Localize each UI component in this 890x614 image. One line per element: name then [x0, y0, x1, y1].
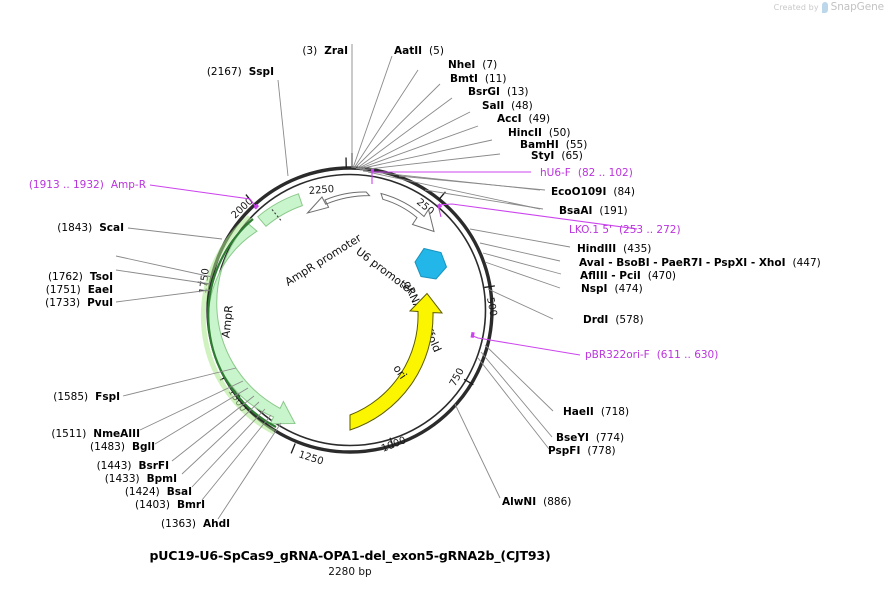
- enzyme-label-pspfi[interactable]: PspFI (778): [548, 445, 616, 457]
- enzyme-label-nhei[interactable]: NheI (7): [448, 59, 498, 71]
- feature-ampr: AmpR: [207, 222, 296, 425]
- enzyme-label-bmti[interactable]: BmtI (11): [450, 73, 507, 85]
- leader-lines-left: [115, 79, 289, 520]
- leader-ampr-primer: [149, 184, 257, 208]
- enzyme-label-afliii-group[interactable]: AflIII - PciI (470): [580, 270, 676, 282]
- enzyme-label-bsaai[interactable]: BsaAI (191): [559, 205, 628, 217]
- feature-label-hu6-f[interactable]: hU6-F (82 .. 102): [540, 167, 633, 179]
- leader-hu6f: [371, 171, 531, 184]
- enzyme-label-hincii[interactable]: HincII (50): [508, 127, 571, 139]
- enzyme-label-sspi[interactable]: (2167) SspI: [206, 66, 274, 78]
- amp-r-primer-track: [207, 218, 277, 428]
- enzyme-label-scai[interactable]: (1843) ScaI: [57, 222, 124, 234]
- enzyme-label-ahdi[interactable]: (1363) AhdI: [161, 518, 230, 530]
- leader-pbr322orif: [472, 335, 581, 356]
- watermark-prefix: Created by: [773, 2, 819, 12]
- enzyme-label-avai-group[interactable]: AvaI - BsoBI - PaeR7I - PspXI - XhoI (447…: [579, 257, 821, 269]
- enzyme-label-acci[interactable]: AccI (49): [497, 113, 551, 125]
- enzyme-label-sali[interactable]: SalI (48): [482, 100, 533, 112]
- svg-text:2250: 2250: [308, 184, 334, 197]
- feature-ampr-cds-box: [257, 193, 304, 228]
- svg-text:1250: 1250: [297, 449, 325, 467]
- enzyme-label-nspi[interactable]: NspI (474): [581, 283, 643, 295]
- svg-text:500: 500: [484, 296, 498, 317]
- enzyme-label-bgli[interactable]: (1483) BglI: [90, 441, 155, 453]
- enzyme-label-eaei[interactable]: (1751) EaeI: [45, 284, 113, 296]
- leader-lines-right: [398, 175, 571, 499]
- enzyme-label-fspi[interactable]: (1585) FspI: [53, 391, 120, 403]
- ruler-ticks: 250 500 750 1000 1250 1500 1750 2000 225: [197, 153, 498, 468]
- feature-label-amp-r[interactable]: (1913 .. 1932) Amp-R: [28, 179, 146, 191]
- enzyme-label-nmeaiii[interactable]: (1511) NmeAIII: [51, 428, 140, 440]
- enzyme-label-zrai[interactable]: (3) ZraI: [302, 45, 348, 57]
- snapgene-watermark: Created by SnapGene: [774, 1, 884, 13]
- enzyme-label-aatii[interactable]: AatII (5): [394, 45, 444, 57]
- feature-label-lko1-5prime[interactable]: LKO.1 5' (253 .. 272): [569, 224, 681, 236]
- leader-lko1: [437, 203, 638, 230]
- feature-label-pbr322ori-f[interactable]: pBR322ori-F (611 .. 630): [585, 349, 719, 361]
- enzyme-label-hindiii[interactable]: HindIII (435): [577, 243, 652, 255]
- enzyme-label-haeii[interactable]: HaeII (718): [563, 406, 630, 418]
- title-block: pUC19-U6-SpCas9_gRNA-OPA1-del_exon5-gRNA…: [0, 548, 700, 578]
- svg-text:AmpR promoter: AmpR promoter: [283, 231, 364, 289]
- snapgene-logo-icon: [821, 1, 828, 13]
- enzyme-label-tsoi[interactable]: (1762) TsoI: [47, 271, 113, 283]
- enzyme-label-bsrgi[interactable]: BsrGI (13): [468, 86, 529, 98]
- enzyme-label-bamhi[interactable]: BamHI (55): [520, 139, 588, 151]
- enzyme-label-bmri[interactable]: (1403) BmrI: [135, 499, 205, 511]
- enzyme-label-styi[interactable]: StyI (65): [531, 150, 583, 162]
- enzyme-label-ecoo109i[interactable]: EcoO109I (84): [551, 186, 635, 198]
- enzyme-label-alwni[interactable]: AlwNI (886): [502, 496, 572, 508]
- enzyme-label-bsrfi[interactable]: (1443) BsrFI: [96, 460, 169, 472]
- enzyme-label-drdi[interactable]: DrdI (578): [583, 314, 644, 326]
- enzyme-label-bsai[interactable]: (1424) BsaI: [124, 486, 192, 498]
- watermark-brand: SnapGene: [830, 1, 884, 13]
- enzyme-label-bpmi[interactable]: (1433) BpmI: [104, 473, 177, 485]
- enzyme-label-pvui[interactable]: (1733) PvuI: [45, 297, 113, 309]
- plasmid-size: 2280 bp: [328, 566, 372, 578]
- svg-text:1000: 1000: [380, 435, 408, 455]
- plasmid-name: pUC19-U6-SpCas9_gRNA-OPA1-del_exon5-gRNA…: [149, 548, 551, 563]
- enzyme-label-bseyi[interactable]: BseYI (774): [556, 432, 625, 444]
- svg-text:750: 750: [448, 366, 467, 388]
- svg-text:AmpR: AmpR: [219, 304, 235, 338]
- feature-ori: ori: [349, 292, 444, 431]
- amp-r-primer-halo: [200, 215, 276, 435]
